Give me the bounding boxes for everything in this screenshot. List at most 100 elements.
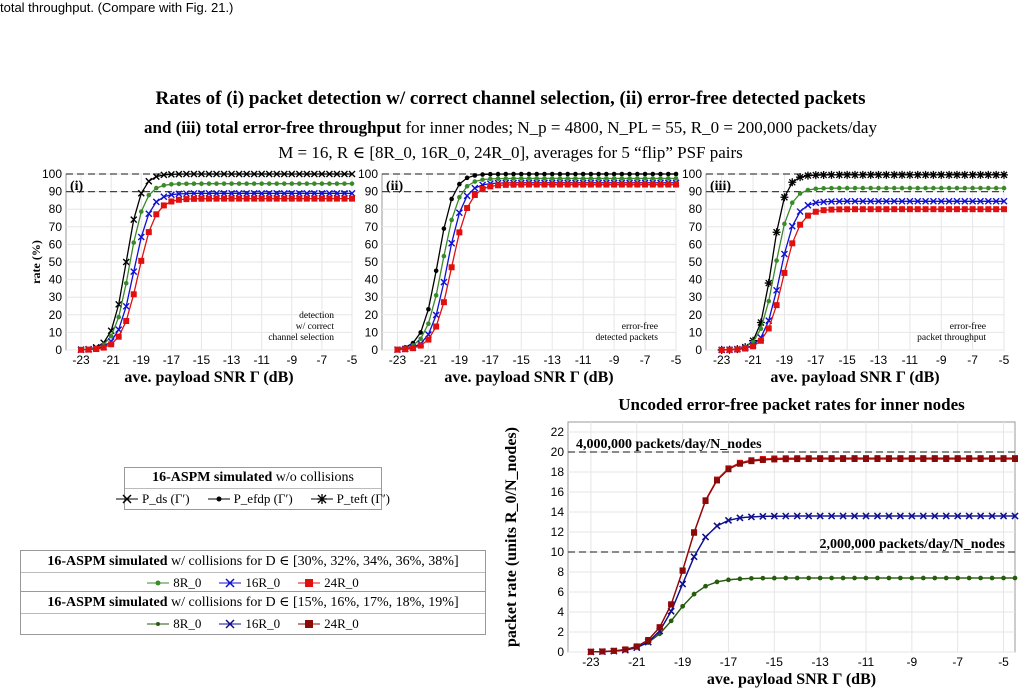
data-point bbox=[938, 206, 945, 213]
data-point bbox=[205, 189, 213, 197]
data-point bbox=[542, 171, 547, 177]
data-point bbox=[829, 575, 834, 581]
data-point bbox=[457, 181, 462, 187]
y-tick-label: 60 bbox=[365, 237, 379, 251]
x-axis-label: ave. payload SNR Γ (dB) bbox=[707, 671, 876, 688]
x-tick-label: -21 bbox=[628, 655, 646, 669]
panel-annotation: error-free bbox=[950, 321, 986, 332]
data-point bbox=[805, 512, 813, 520]
y-tick-label: 22 bbox=[551, 425, 565, 439]
x-tick-label: -21 bbox=[744, 353, 762, 367]
y-tick-label: 100 bbox=[682, 167, 702, 181]
data-point bbox=[604, 171, 609, 177]
data-point bbox=[610, 647, 617, 654]
data-point bbox=[310, 189, 318, 197]
data-point bbox=[714, 477, 720, 484]
data-point bbox=[953, 206, 960, 213]
data-point bbox=[161, 183, 167, 188]
data-point bbox=[852, 575, 857, 581]
data-point bbox=[819, 170, 828, 179]
data-point bbox=[145, 229, 152, 236]
series-line bbox=[590, 458, 1015, 653]
data-point bbox=[457, 194, 462, 200]
x-tick-label: -5 bbox=[998, 655, 1009, 669]
data-point bbox=[993, 185, 999, 191]
x-tick-label: -13 bbox=[544, 353, 562, 367]
data-point bbox=[190, 189, 198, 197]
data-point bbox=[955, 575, 960, 581]
x-tick-label: -17 bbox=[482, 353, 500, 367]
data-point bbox=[835, 170, 844, 179]
data-point bbox=[658, 171, 663, 177]
series-red bbox=[587, 455, 1018, 655]
data-point bbox=[622, 646, 629, 653]
data-point bbox=[448, 239, 456, 247]
data-point bbox=[281, 181, 287, 186]
data-point bbox=[160, 202, 167, 209]
data-point bbox=[868, 185, 873, 191]
y-tick-label: 100 bbox=[42, 167, 62, 181]
data-point bbox=[650, 176, 656, 181]
data-point bbox=[626, 181, 633, 188]
data-point bbox=[860, 185, 866, 191]
data-point bbox=[673, 176, 679, 181]
data-point bbox=[812, 208, 819, 215]
data-point bbox=[635, 176, 640, 181]
data-point bbox=[977, 512, 985, 520]
y-tick-label: 40 bbox=[689, 273, 703, 287]
data-point bbox=[418, 336, 423, 342]
data-point bbox=[783, 575, 789, 581]
data-point bbox=[1001, 206, 1007, 213]
data-point bbox=[130, 291, 137, 298]
data-point bbox=[992, 170, 1001, 179]
data-point bbox=[921, 575, 926, 581]
data-point bbox=[495, 182, 502, 189]
data-point bbox=[633, 643, 640, 650]
data-point bbox=[750, 339, 756, 345]
data-point bbox=[885, 456, 892, 463]
data-point bbox=[573, 176, 578, 181]
data-point bbox=[488, 171, 493, 177]
data-point bbox=[533, 181, 540, 188]
data-point bbox=[862, 512, 870, 520]
data-point bbox=[782, 456, 789, 463]
data-point bbox=[782, 221, 787, 227]
y-tick-label: 30 bbox=[49, 290, 63, 304]
data-point bbox=[891, 185, 897, 191]
title-bold-part: and (iii) total error-free throughput bbox=[144, 118, 402, 137]
panel-label: (iii) bbox=[710, 179, 731, 194]
data-point bbox=[905, 170, 914, 179]
series-line bbox=[590, 577, 1015, 653]
data-point bbox=[804, 212, 811, 219]
data-point bbox=[788, 178, 797, 187]
y-tick-label: 14 bbox=[551, 505, 565, 519]
data-point bbox=[782, 512, 790, 520]
data-point bbox=[816, 512, 824, 520]
data-point bbox=[206, 181, 212, 186]
data-point bbox=[604, 176, 609, 181]
x-tick-label: -21 bbox=[102, 353, 120, 367]
data-point bbox=[852, 185, 858, 191]
series-darkred bbox=[587, 456, 1018, 655]
x-tick-label: -19 bbox=[776, 353, 794, 367]
data-point bbox=[228, 170, 236, 178]
data-point bbox=[896, 512, 904, 520]
data-point bbox=[611, 176, 617, 181]
x-tick-label: -5 bbox=[671, 353, 682, 367]
data-point bbox=[992, 197, 1000, 205]
y-tick-label: 80 bbox=[689, 202, 703, 216]
data-point bbox=[657, 181, 664, 188]
data-point bbox=[875, 197, 883, 205]
data-point bbox=[680, 603, 685, 609]
data-point bbox=[258, 195, 265, 202]
data-point bbox=[748, 458, 755, 465]
data-point bbox=[789, 200, 795, 206]
data-point bbox=[725, 466, 732, 473]
x-tick-label: -23 bbox=[713, 353, 731, 367]
y-tick-label: 4 bbox=[557, 605, 564, 619]
data-point bbox=[742, 345, 749, 352]
data-point bbox=[836, 206, 843, 213]
data-point bbox=[596, 176, 601, 181]
data-point bbox=[781, 269, 788, 276]
data-point bbox=[821, 186, 826, 191]
